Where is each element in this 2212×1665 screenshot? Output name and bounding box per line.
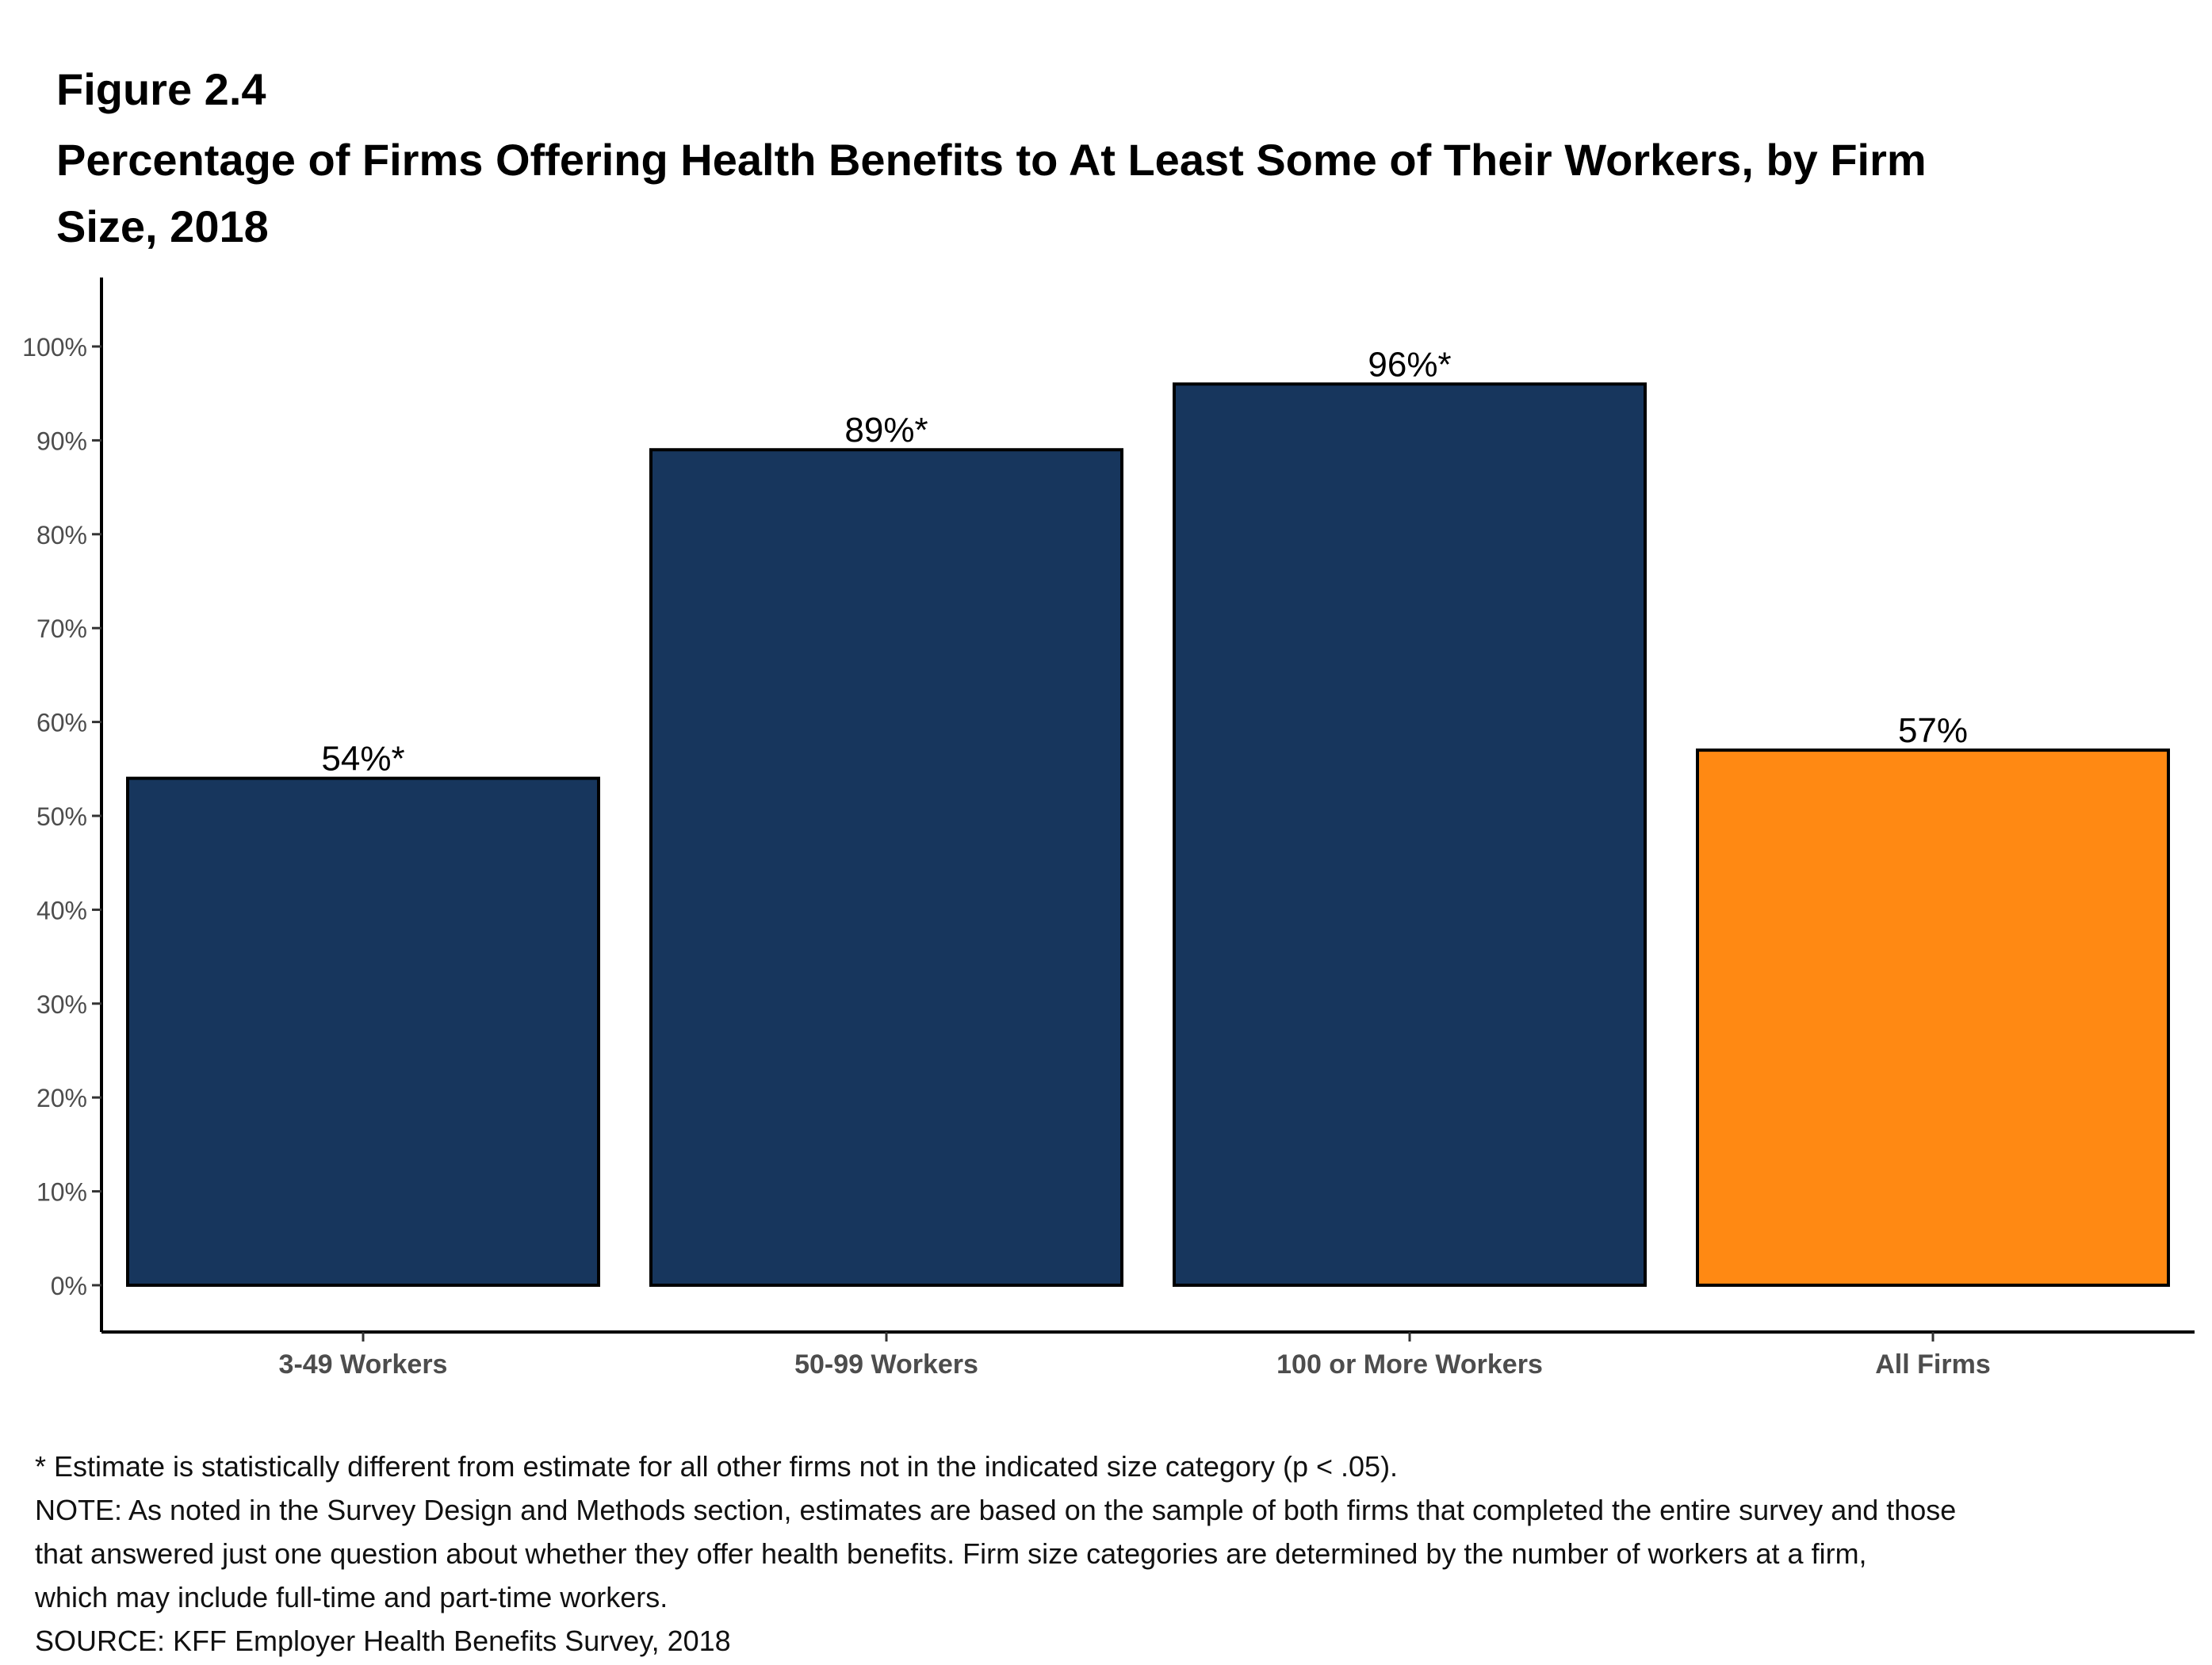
bar-chart: 0% 10% 20% 30% 40% 50% 60% 70% 80% 90% 100% 54%* 3-4… <box>22 278 2195 1380</box>
bar <box>1173 382 1647 1287</box>
x-tick-label: 3-49 Workers <box>279 1349 448 1380</box>
x-tick-label: 100 or More Workers <box>1276 1349 1543 1380</box>
bar-value-label: 57% <box>1898 711 1968 750</box>
x-tick-label: All Firms <box>1875 1349 1990 1380</box>
y-tick-label: 90% <box>36 427 87 455</box>
bar <box>1696 748 2170 1287</box>
y-tick-label: 40% <box>36 896 87 924</box>
bar-value-label: 96%* <box>1368 345 1451 384</box>
y-tick-label: 70% <box>36 614 87 643</box>
x-tick-label: 50-99 Workers <box>794 1349 978 1380</box>
footnote-note-line-3: which may include full-time and part-tim… <box>35 1581 668 1613</box>
y-tick-label: 20% <box>36 1084 87 1112</box>
y-tick-label: 50% <box>36 802 87 831</box>
bar <box>649 448 1123 1287</box>
footnotes: * Estimate is statistically different fr… <box>35 1445 2017 1663</box>
figure-label: Figure 2.4 <box>56 64 266 114</box>
bar <box>126 776 600 1287</box>
y-tick-label: 10% <box>36 1178 87 1207</box>
footnote-source: SOURCE: KFF Employer Health Benefits Sur… <box>35 1625 731 1657</box>
y-tick-label: 100% <box>22 333 87 362</box>
y-tick-label: 0% <box>51 1272 87 1300</box>
footnote-note-line-2: that answered just one question about wh… <box>35 1537 1867 1570</box>
footnote-significance: * Estimate is statistically different fr… <box>35 1450 1399 1483</box>
y-tick-label: 30% <box>36 990 87 1019</box>
bar-value-label: 89%* <box>844 411 928 450</box>
y-tick-label: 60% <box>36 709 87 737</box>
y-tick-label: 80% <box>36 521 87 549</box>
bar-value-label: 54%* <box>321 740 404 779</box>
chart-title: Percentage of Firms Offering Health Bene… <box>56 135 1927 251</box>
footnote-note-line-1: NOTE: As noted in the Survey Design and … <box>35 1494 1957 1526</box>
